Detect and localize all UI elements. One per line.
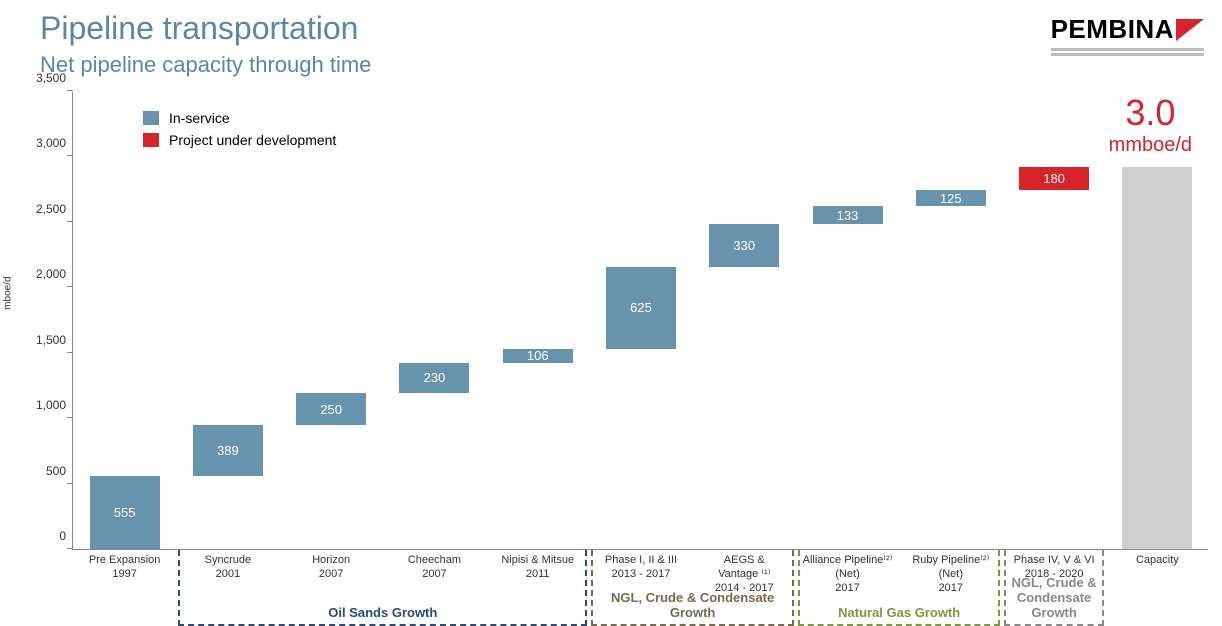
legend-item: Project under development	[143, 132, 336, 148]
bar-segment: 555	[90, 476, 160, 549]
x-axis-label: Pre Expansion1997	[73, 554, 176, 582]
group-label: Natural Gas Growth	[800, 605, 999, 620]
group-box: NGL, Crude & Condensate Growth	[591, 550, 794, 626]
y-tick: 2,500	[30, 202, 66, 216]
y-axis-label: mboe/d	[3, 276, 14, 309]
capacity-chart: mboe/d In-serviceProject under developme…	[30, 92, 1208, 550]
bar-segment: 125	[916, 190, 986, 206]
bar-segment: 330	[709, 224, 779, 267]
group-label: Oil Sands Growth	[180, 605, 585, 620]
y-tick: 1,000	[30, 398, 66, 412]
legend-label: Project under development	[169, 132, 336, 148]
bar-segment: 250	[296, 393, 366, 426]
callout-value: 3.0	[1099, 92, 1202, 134]
y-tick: 3,000	[30, 136, 66, 150]
x-axis-label: Capacity	[1106, 554, 1209, 568]
chart-legend: In-service Project under development	[143, 110, 336, 154]
y-tick: 2,000	[30, 267, 66, 281]
bar-segment: 106	[503, 349, 573, 363]
bar-segment	[1122, 167, 1192, 549]
plot-area: In-service Project under development 3.0 …	[72, 92, 1208, 550]
group-box: Natural Gas Growth	[798, 550, 1001, 626]
callout-unit: mmboe/d	[1099, 134, 1202, 157]
group-box: Oil Sands Growth	[178, 550, 587, 626]
bar-segment: 389	[193, 425, 263, 476]
legend-swatch	[143, 133, 159, 147]
y-tick: 3,500	[30, 71, 66, 85]
logo-stripe-icon	[1176, 19, 1204, 41]
bar-segment: 180	[1019, 167, 1089, 191]
page-title: Pipeline transportation	[40, 10, 358, 47]
page-subtitle: Net pipeline capacity through time	[40, 52, 371, 78]
legend-swatch	[143, 111, 159, 125]
bar-segment: 625	[606, 267, 676, 349]
group-label: NGL, Crude & Condensate Growth	[1006, 575, 1101, 620]
logo-text: PEMBINA	[1051, 14, 1174, 44]
group-label: NGL, Crude & Condensate Growth	[593, 590, 792, 620]
capacity-callout: 3.0 mmboe/d	[1099, 92, 1202, 157]
y-tick: 1,500	[30, 333, 66, 347]
company-logo: PEMBINA	[1051, 14, 1204, 45]
legend-label: In-service	[169, 110, 230, 126]
y-tick: 0	[30, 529, 66, 543]
bar-segment: 230	[399, 363, 469, 393]
group-box: NGL, Crude & Condensate Growth	[1004, 550, 1103, 626]
bar-segment: 133	[813, 206, 883, 223]
legend-item: In-service	[143, 110, 336, 126]
y-tick: 500	[30, 464, 66, 478]
